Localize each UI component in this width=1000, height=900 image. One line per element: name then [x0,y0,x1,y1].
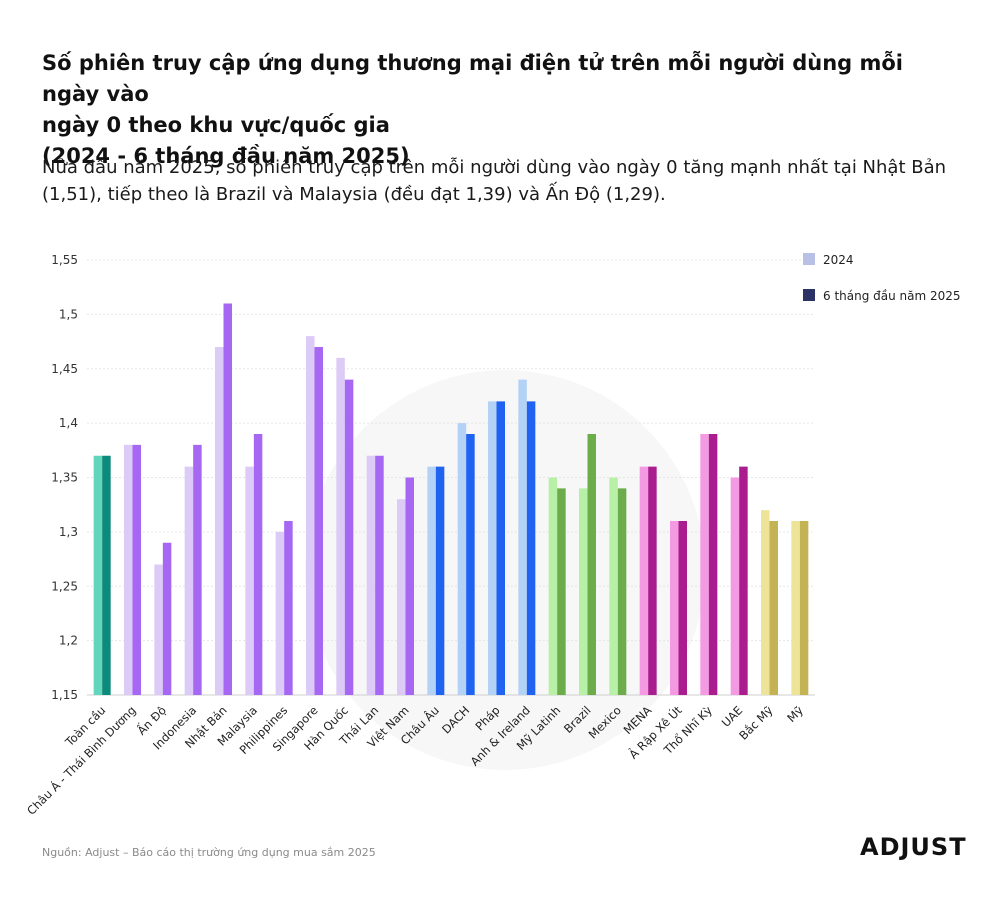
chart-title-line-2: ngày 0 theo khu vực/quốc gia [42,113,390,137]
bar-2025 [284,521,293,695]
bar-2024 [730,477,740,695]
bar-2024 [154,564,163,695]
chart-title-line-1: Số phiên truy cập ứng dụng thương mại đi… [42,51,903,106]
legend-swatch [803,253,815,265]
bar-2025 [648,466,657,695]
bar-2024 [275,531,285,695]
source-note: Nguồn: Adjust – Báo cáo thị trường ứng d… [42,846,376,859]
chart-bars [93,303,809,695]
y-tick-label: 1,3 [59,525,78,539]
y-tick-label: 1,55 [51,253,78,267]
bar-2025 [375,455,384,695]
bar-2024 [397,499,406,695]
bar-2025 [405,477,414,695]
legend-label: 6 tháng đầu năm 2025 [823,289,961,303]
bar-2025 [678,521,687,695]
bar-2025 [102,455,111,695]
bar-2025 [739,466,748,695]
bar-2025 [253,434,263,695]
bar-2025 [799,521,809,695]
bar-2024 [184,466,194,695]
bar-2024 [124,444,133,695]
bar-2024 [761,510,770,695]
bar-2024 [639,466,649,695]
chart-title: Số phiên truy cập ứng dụng thương mại đi… [42,48,952,172]
brand-logo: ADJUST [860,833,967,861]
bar-2025 [193,444,202,695]
bar-2025 [557,488,566,695]
bar-2024 [306,336,315,695]
x-category-label: Bắc Mỹ [736,703,775,742]
bar-2024 [518,379,527,695]
bar-2025 [617,488,627,695]
bar-chart: 1,151,21,251,31,351,41,451,51,55 Toàn cầ… [23,253,961,818]
chart-legend: 2024 6 tháng đầu năm 2025 [803,253,961,303]
bar-2025 [708,434,718,695]
bar-2025 [526,401,536,695]
bar-2024 [548,477,558,695]
bar-2025 [587,434,596,695]
bar-2024 [670,521,679,695]
bar-2024 [579,488,588,695]
bar-2024 [700,434,709,695]
y-tick-label: 1,4 [59,416,78,430]
bar-2025 [344,379,354,695]
chart-subtitle-line-1: Nửa đầu năm 2025, số phiên truy cập trên… [42,157,947,178]
bar-2024 [427,466,436,695]
bar-2024 [488,401,497,695]
bar-2024 [245,466,254,695]
x-category-label: UAE [719,703,746,730]
bar-2025 [769,521,778,695]
bar-2025 [466,434,475,695]
chart-grid: 1,15 1,2 1,25 1,3 1,35 1,4 1,45 1,5 1,55 [51,253,815,702]
y-tick-label: 1,2 [59,634,78,648]
y-tick-label: 1,25 [51,579,78,593]
y-tick-label: 1,5 [59,307,78,321]
y-tick-label: 1,15 [51,688,78,702]
bar-2024 [366,455,376,695]
chart-title-line-3: (2024 - 6 tháng đầu năm 2025) [42,144,410,168]
bar-2025 [435,466,445,695]
chart-subtitle-line-2: (1,51), tiếp theo là Brazil và Malaysia … [42,184,666,205]
bar-2024 [791,521,800,695]
legend-label: 2024 [823,253,854,267]
chart-subtitle: Nửa đầu năm 2025, số phiên truy cập trên… [42,154,952,208]
bar-2024 [93,455,103,695]
bar-2024 [336,357,345,695]
y-tick-label: 1,35 [51,471,78,485]
legend-swatch [803,289,815,301]
bar-2025 [132,444,141,695]
bar-2025 [223,303,232,695]
bar-2025 [496,401,505,695]
y-tick-label: 1,45 [51,362,78,376]
bar-2024 [457,423,467,695]
bar-2025 [314,347,323,695]
bar-2025 [162,542,172,695]
bar-2024 [609,477,618,695]
bar-2024 [215,347,224,695]
x-category-label: Mỹ [784,703,806,725]
